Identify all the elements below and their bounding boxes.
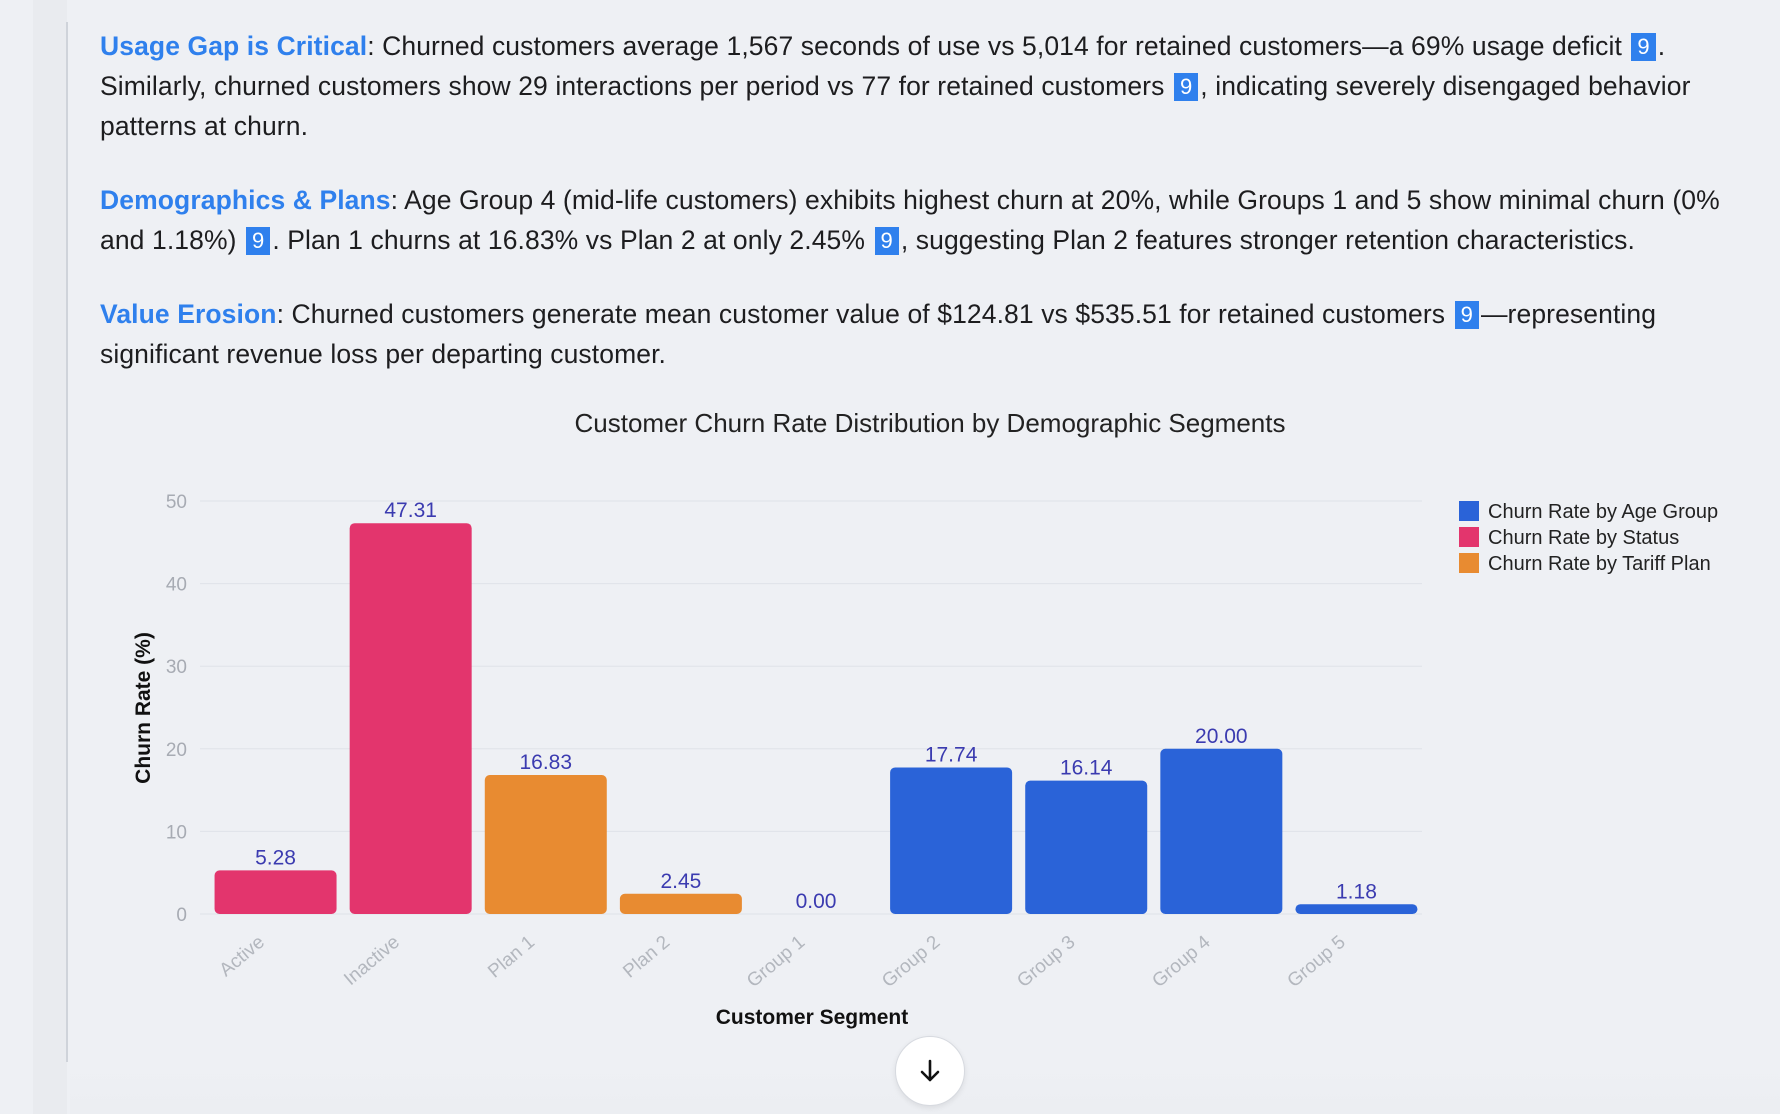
y-axis-ticks: 0 10 20 30 40 50 bbox=[166, 492, 187, 926]
paragraph-demographics: Demographics & Plans: Age Group 4 (mid-l… bbox=[100, 180, 1760, 260]
paragraph-text: , indicating severely disengaged behavio… bbox=[100, 71, 1691, 141]
paragraph-text: . Similarly, churned customers show 29 i… bbox=[100, 31, 1666, 101]
paragraph-text: : Churned customers average 1,567 second… bbox=[367, 31, 1630, 61]
paragraph-value-erosion: Value Erosion: Churned customers generat… bbox=[100, 294, 1760, 374]
legend-label: Churn Rate by Tariff Plan bbox=[1488, 553, 1711, 575]
y-tick-label: 20 bbox=[166, 740, 187, 761]
paragraph-text: , suggesting Plan 2 features stronger re… bbox=[900, 225, 1635, 255]
x-tick-label: Plan 1 bbox=[484, 932, 539, 983]
x-tick-label: Group 1 bbox=[743, 932, 809, 992]
citation-badge[interactable]: 9 bbox=[1173, 73, 1199, 101]
bars: 5.28 47.31 16.83 2.45 0.00 17.74 16.14 20.00 1.1… bbox=[214, 499, 1418, 914]
bar-value-label: 16.14 bbox=[1060, 757, 1113, 780]
paragraph-usage-gap: Usage Gap is Critical: Churned customers… bbox=[100, 26, 1760, 146]
arrow-down-icon bbox=[920, 1059, 940, 1082]
bar-value-label: 17.74 bbox=[925, 743, 978, 766]
citation-badge[interactable]: 9 bbox=[874, 227, 899, 255]
legend-swatch bbox=[1459, 527, 1479, 547]
bar-value-label: 2.45 bbox=[660, 870, 701, 893]
y-tick-label: 0 bbox=[176, 905, 187, 926]
x-tick-label: Plan 2 bbox=[619, 932, 674, 983]
bar-value-label: 20.00 bbox=[1195, 725, 1248, 748]
y-tick-label: 30 bbox=[166, 657, 187, 678]
citation-badge[interactable]: 9 bbox=[246, 227, 271, 255]
bar-value-label: 0.00 bbox=[796, 890, 837, 913]
scroll-down-button[interactable] bbox=[895, 1036, 965, 1106]
left-rail bbox=[33, 0, 67, 1114]
chart-title: Customer Churn Rate Distribution by Demo… bbox=[575, 408, 1286, 438]
y-axis-label: Churn Rate (%) bbox=[132, 632, 155, 784]
x-tick-label: Active bbox=[216, 932, 269, 981]
x-tick-label: Group 4 bbox=[1148, 931, 1214, 991]
legend-swatch bbox=[1459, 501, 1479, 521]
bar-value-label: 1.18 bbox=[1336, 880, 1377, 903]
x-tick-label: Group 2 bbox=[878, 932, 944, 992]
legend-label: Churn Rate by Age Group bbox=[1488, 501, 1718, 523]
citation-badge[interactable]: 9 bbox=[1454, 301, 1479, 329]
bar-group-3[interactable] bbox=[1025, 780, 1148, 914]
legend-swatch bbox=[1459, 553, 1479, 573]
paragraph-text: —representing significant revenue loss p… bbox=[100, 299, 1657, 369]
paragraph-text: : Age Group 4 (mid-life customers) exhib… bbox=[100, 185, 1720, 255]
bar-active[interactable] bbox=[214, 870, 337, 914]
paragraph-heading: Usage Gap is Critical bbox=[100, 31, 368, 61]
paragraph-text: . Plan 1 churns at 16.83% vs Plan 2 at o… bbox=[272, 225, 873, 255]
y-tick-label: 40 bbox=[166, 575, 187, 596]
legend-label: Churn Rate by Status bbox=[1488, 527, 1679, 549]
bar-group-4[interactable] bbox=[1160, 748, 1283, 914]
bar-group-2[interactable] bbox=[890, 767, 1013, 914]
x-axis-label: Customer Segment bbox=[716, 1006, 909, 1029]
bar-inactive[interactable] bbox=[349, 523, 472, 914]
x-axis-ticks: Active Inactive Plan 1 Plan 2 Group 1 Group 2… bbox=[216, 931, 1350, 991]
x-tick-label: Inactive bbox=[340, 932, 404, 990]
bar-group-5[interactable] bbox=[1295, 904, 1418, 914]
bar-value-label: 5.28 bbox=[255, 846, 296, 869]
bar-value-label: 16.83 bbox=[519, 751, 572, 774]
paragraph-text: : Churned customers generate mean custom… bbox=[276, 299, 1453, 329]
chart-legend: Churn Rate by Age Group Churn Rate by Sta… bbox=[1459, 501, 1718, 575]
citation-badge[interactable]: 9 bbox=[1631, 33, 1656, 61]
bar-plan-1[interactable] bbox=[484, 774, 607, 914]
quote-divider bbox=[66, 22, 68, 1062]
x-tick-label: Group 3 bbox=[1013, 932, 1079, 992]
message-content: Usage Gap is Critical: Churned customers… bbox=[100, 26, 1760, 408]
bar-plan-2[interactable] bbox=[619, 893, 742, 914]
bar-value-label: 47.31 bbox=[384, 499, 437, 522]
x-tick-label: Group 5 bbox=[1284, 932, 1350, 992]
paragraph-heading: Demographics & Plans bbox=[100, 185, 391, 215]
y-tick-label: 10 bbox=[166, 822, 187, 843]
paragraph-heading: Value Erosion bbox=[100, 299, 277, 329]
y-tick-label: 50 bbox=[166, 492, 187, 513]
